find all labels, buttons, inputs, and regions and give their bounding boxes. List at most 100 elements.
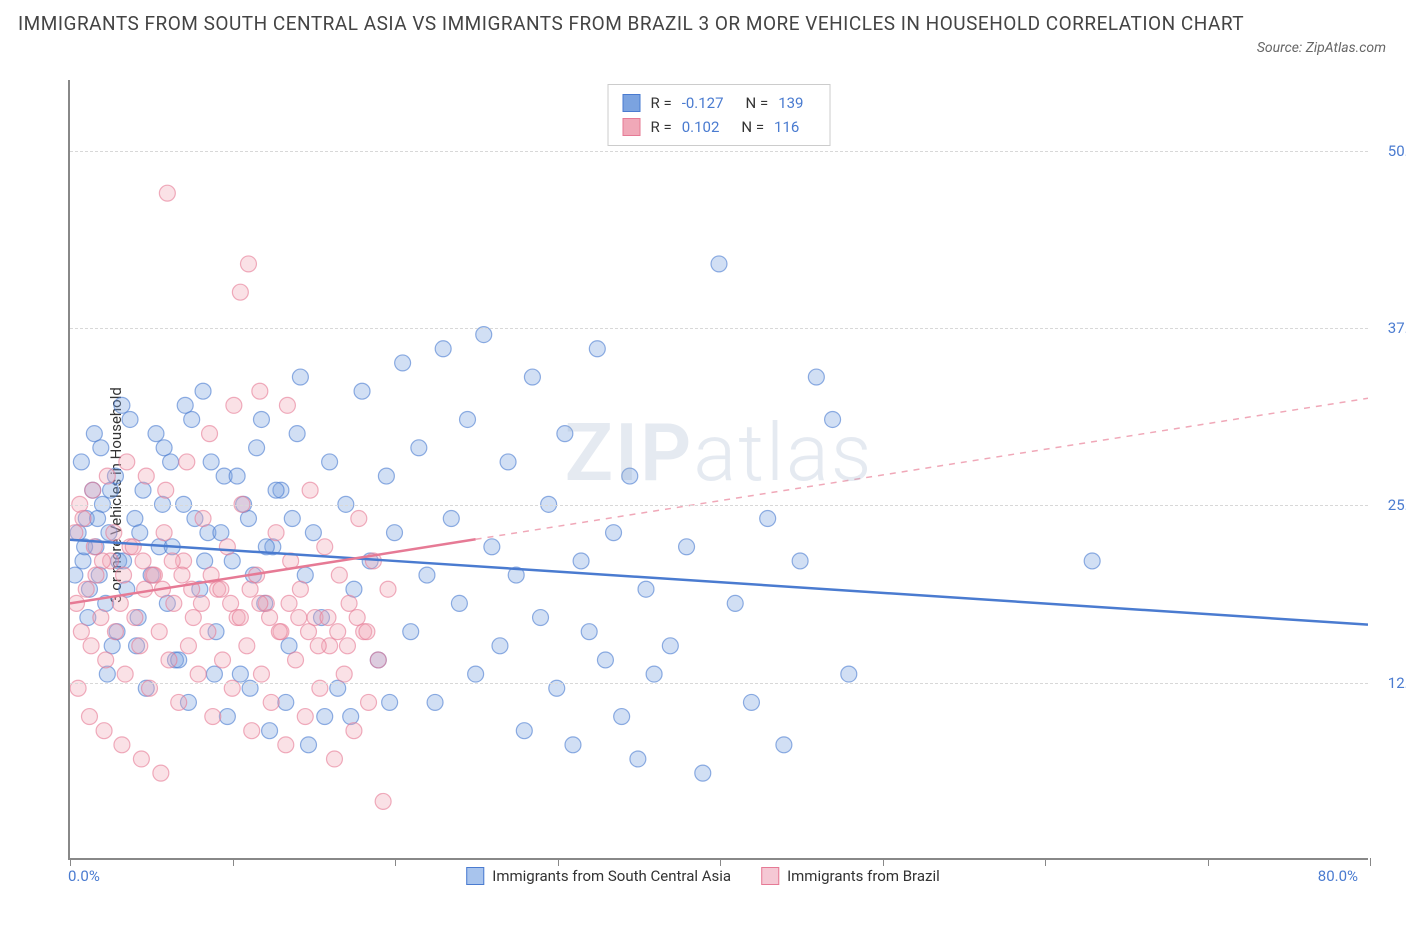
data-point (292, 581, 308, 597)
plot-area: R = -0.127 N = 139 R = 0.102 N = 116 ZIP… (68, 80, 1368, 860)
data-point (427, 694, 443, 710)
data-point (135, 553, 151, 569)
data-point (727, 595, 743, 611)
data-point (614, 709, 630, 725)
data-point (86, 426, 102, 442)
data-point (224, 553, 240, 569)
stats-row-series-1: R = -0.127 N = 139 (623, 91, 816, 115)
data-point (72, 496, 88, 512)
data-point (279, 397, 295, 413)
data-point (500, 454, 516, 470)
data-point (317, 709, 333, 725)
stat-r-label: R = (651, 115, 672, 139)
data-point (301, 737, 317, 753)
data-point (338, 496, 354, 512)
data-point (117, 666, 133, 682)
data-point (164, 553, 180, 569)
data-point (177, 397, 193, 413)
data-point (159, 185, 175, 201)
chart-container: 3 or more Vehicles in Household R = -0.1… (18, 80, 1388, 910)
data-point (263, 694, 279, 710)
data-point (292, 369, 308, 385)
data-point (326, 751, 342, 767)
stat-n-label: N = (746, 91, 769, 115)
data-point (127, 610, 143, 626)
data-point (638, 581, 654, 597)
data-point (232, 610, 248, 626)
data-point (411, 440, 427, 456)
data-point (395, 355, 411, 371)
stat-r-value-2: 0.102 (682, 115, 720, 139)
x-tick (70, 858, 71, 866)
data-point (242, 581, 258, 597)
data-point (180, 638, 196, 654)
data-point (114, 397, 130, 413)
data-point (138, 468, 154, 484)
data-point (133, 751, 149, 767)
data-point (516, 723, 532, 739)
stat-n-value-1: 139 (778, 91, 803, 115)
data-point (148, 426, 164, 442)
data-point (156, 440, 172, 456)
data-point (336, 666, 352, 682)
swatch-series-2 (623, 118, 641, 136)
data-point (375, 793, 391, 809)
data-point (112, 595, 128, 611)
data-point (557, 426, 573, 442)
data-point (841, 666, 857, 682)
data-point (305, 525, 321, 541)
data-point (99, 468, 115, 484)
data-point (679, 539, 695, 555)
data-point (197, 553, 213, 569)
stat-n-value-2: 116 (774, 115, 799, 139)
data-point (349, 610, 365, 626)
data-point (646, 666, 662, 682)
data-point (271, 624, 287, 640)
data-point (533, 610, 549, 626)
data-point (320, 610, 336, 626)
data-point (206, 666, 222, 682)
data-point (234, 496, 250, 512)
data-point (219, 709, 235, 725)
data-point (232, 284, 248, 300)
data-point (240, 511, 256, 527)
data-point (361, 694, 377, 710)
data-point (203, 454, 219, 470)
data-point (213, 581, 229, 597)
legend-label-1: Immigrants from South Central Asia (492, 867, 731, 885)
data-point (145, 567, 161, 583)
data-point (253, 412, 269, 428)
x-tick (720, 858, 721, 866)
data-point (185, 610, 201, 626)
data-point (93, 440, 109, 456)
data-point (278, 694, 294, 710)
data-point (253, 666, 269, 682)
data-point (581, 624, 597, 640)
data-point (289, 426, 305, 442)
data-point (153, 765, 169, 781)
data-point (288, 652, 304, 668)
data-point (232, 666, 248, 682)
data-point (154, 496, 170, 512)
x-axis-max-label: 80.0% (1318, 867, 1358, 885)
data-point (825, 412, 841, 428)
data-point (127, 511, 143, 527)
data-point (573, 553, 589, 569)
data-point (96, 723, 112, 739)
data-point (158, 482, 174, 498)
data-point (90, 511, 106, 527)
data-point (284, 511, 300, 527)
x-tick (233, 858, 234, 866)
data-point (103, 482, 119, 498)
data-point (301, 624, 317, 640)
data-point (451, 595, 467, 611)
data-point (99, 666, 115, 682)
series-legend: Immigrants from South Central Asia Immig… (466, 867, 940, 885)
data-point (85, 482, 101, 498)
data-point (94, 553, 110, 569)
data-point (176, 496, 192, 512)
data-point (116, 567, 132, 583)
data-point (346, 581, 362, 597)
data-point (75, 511, 91, 527)
data-point (419, 567, 435, 583)
